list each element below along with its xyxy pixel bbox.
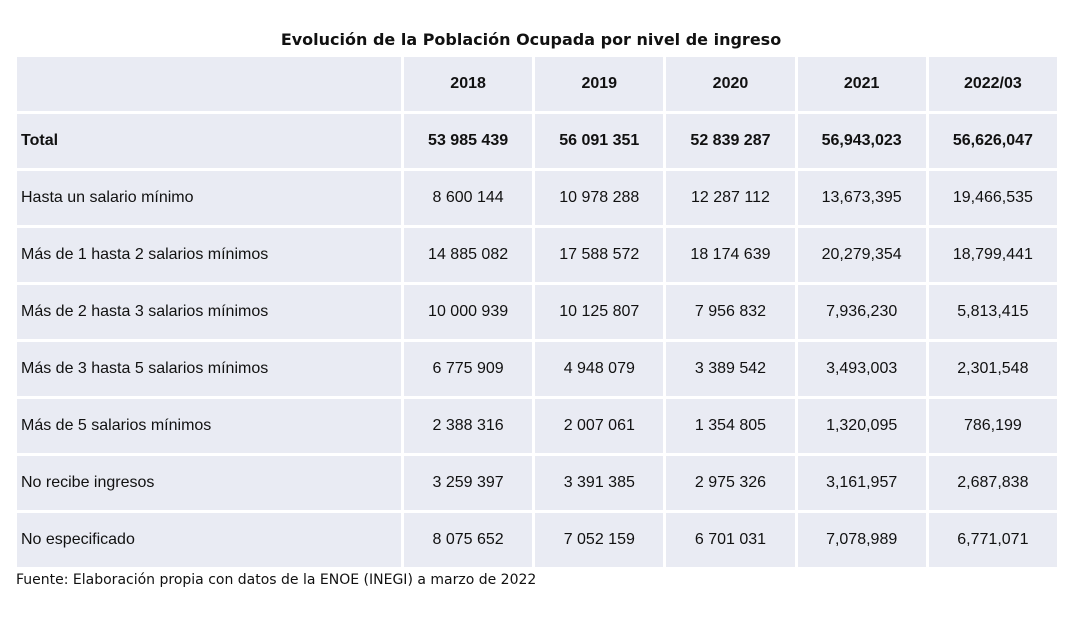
value-cell: 8 600 144 <box>404 171 533 225</box>
value-cell: 6 701 031 <box>666 513 795 567</box>
value-cell: 6 775 909 <box>404 342 533 396</box>
table-row: Hasta un salario mínimo 8 600 144 10 978 2… <box>17 171 1057 225</box>
value-cell: 5,813,415 <box>928 285 1057 339</box>
table-body: Total 53 985 439 56 091 351 52 839 287 56,94… <box>17 114 1057 567</box>
value-cell: 2,687,838 <box>928 456 1057 510</box>
table-row: Más de 1 hasta 2 salarios mínimos 14 885 … <box>17 228 1057 282</box>
value-cell: 13,673,395 <box>797 171 926 225</box>
value-cell: 2 975 326 <box>666 456 795 510</box>
value-cell: 3,493,003 <box>797 342 926 396</box>
value-cell: 2 388 316 <box>404 399 533 453</box>
table-row: Más de 2 hasta 3 salarios mínimos 10 000 … <box>17 285 1057 339</box>
row-label: Más de 1 hasta 2 salarios mínimos <box>17 228 401 282</box>
value-cell: 19,466,535 <box>928 171 1057 225</box>
value-cell: 786,199 <box>928 399 1057 453</box>
value-cell: 56,943,023 <box>797 114 926 168</box>
table-title: Evolución de la Población Ocupada por ni… <box>280 30 782 49</box>
value-cell: 2,301,548 <box>928 342 1057 396</box>
value-cell: 10 000 939 <box>404 285 533 339</box>
value-cell: 1 354 805 <box>666 399 795 453</box>
row-label: Más de 2 hasta 3 salarios mínimos <box>17 285 401 339</box>
value-cell: 2 007 061 <box>535 399 664 453</box>
column-header: 2020 <box>666 57 795 111</box>
value-cell: 18,799,441 <box>928 228 1057 282</box>
table-row: Más de 3 hasta 5 salarios mínimos 6 775 9… <box>17 342 1057 396</box>
source-note: Fuente: Elaboración propia con datos de … <box>16 572 537 588</box>
row-label: Hasta un salario mínimo <box>17 171 401 225</box>
value-cell: 17 588 572 <box>535 228 664 282</box>
value-cell: 18 174 639 <box>666 228 795 282</box>
value-cell: 7,078,989 <box>797 513 926 567</box>
value-cell: 7 956 832 <box>666 285 795 339</box>
value-cell: 3 259 397 <box>404 456 533 510</box>
income-table: 2018 2019 2020 2021 2022/03 Total 53 985 439 5… <box>14 54 1060 570</box>
value-cell: 4 948 079 <box>535 342 664 396</box>
table-row: Más de 5 salarios mínimos 2 388 316 2 007 … <box>17 399 1057 453</box>
value-cell: 53 985 439 <box>404 114 533 168</box>
value-cell: 8 075 652 <box>404 513 533 567</box>
value-cell: 1,320,095 <box>797 399 926 453</box>
corner-cell <box>17 57 401 111</box>
column-header: 2019 <box>535 57 664 111</box>
column-header: 2021 <box>797 57 926 111</box>
value-cell: 7,936,230 <box>797 285 926 339</box>
row-label: No especificado <box>17 513 401 567</box>
header-row: 2018 2019 2020 2021 2022/03 <box>17 57 1057 111</box>
value-cell: 56 091 351 <box>535 114 664 168</box>
column-header: 2018 <box>404 57 533 111</box>
value-cell: 10 125 807 <box>535 285 664 339</box>
row-label: No recibe ingresos <box>17 456 401 510</box>
table-row: No recibe ingresos 3 259 397 3 391 385 2 97… <box>17 456 1057 510</box>
value-cell: 14 885 082 <box>404 228 533 282</box>
value-cell: 3,161,957 <box>797 456 926 510</box>
column-header: 2022/03 <box>928 57 1057 111</box>
value-cell: 3 389 542 <box>666 342 795 396</box>
value-cell: 52 839 287 <box>666 114 795 168</box>
value-cell: 20,279,354 <box>797 228 926 282</box>
table-row: Total 53 985 439 56 091 351 52 839 287 56,94… <box>17 114 1057 168</box>
value-cell: 7 052 159 <box>535 513 664 567</box>
row-label: Total <box>17 114 401 168</box>
value-cell: 56,626,047 <box>928 114 1057 168</box>
value-cell: 10 978 288 <box>535 171 664 225</box>
row-label: Más de 3 hasta 5 salarios mínimos <box>17 342 401 396</box>
row-label: Más de 5 salarios mínimos <box>17 399 401 453</box>
value-cell: 12 287 112 <box>666 171 795 225</box>
table-row: No especificado 8 075 652 7 052 159 6 701 0… <box>17 513 1057 567</box>
value-cell: 3 391 385 <box>535 456 664 510</box>
value-cell: 6,771,071 <box>928 513 1057 567</box>
